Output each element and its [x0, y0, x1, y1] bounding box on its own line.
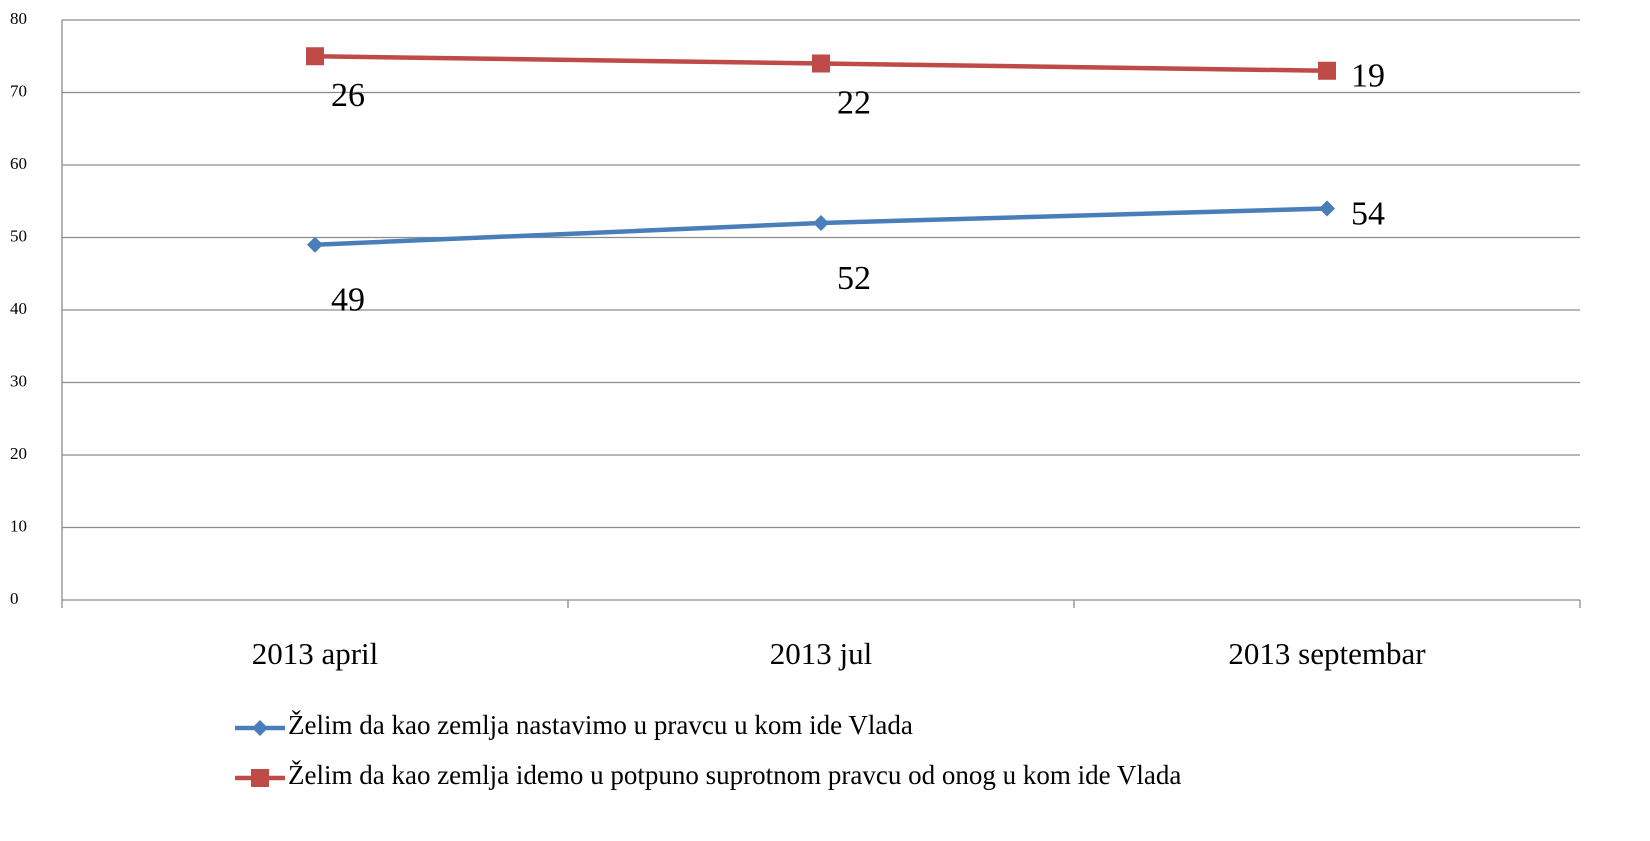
x-tick-label: 2013 septembar: [1228, 636, 1426, 671]
legend-label: Želim da kao zemlja idemo u potpuno supr…: [288, 760, 1181, 790]
y-tick-label: 50: [10, 226, 27, 245]
data-label: 22: [837, 84, 871, 121]
y-tick-label: 20: [10, 444, 27, 463]
data-label: 49: [331, 282, 365, 319]
legend-label: Želim da kao zemlja nastavimo u pravcu u…: [288, 710, 913, 740]
y-tick-label: 30: [10, 371, 27, 390]
data-label: 26: [331, 77, 365, 114]
marker: [813, 215, 829, 231]
data-label: 54: [1351, 195, 1385, 232]
marker: [1319, 200, 1335, 217]
x-tick-label: 2013 april: [252, 636, 379, 671]
y-tick-label: 60: [10, 154, 27, 173]
data-label: 19: [1351, 58, 1385, 95]
y-tick-label: 0: [10, 589, 19, 608]
y-tick-label: 80: [10, 9, 27, 28]
marker: [307, 236, 323, 253]
y-tick-label: 70: [10, 81, 27, 100]
marker: [1318, 61, 1336, 80]
y-tick-label: 10: [10, 516, 27, 535]
marker: [812, 54, 830, 73]
marker: [306, 47, 324, 66]
marker: [251, 769, 269, 787]
marker: [252, 720, 268, 736]
data-label: 52: [837, 260, 871, 297]
y-tick-label: 40: [10, 299, 27, 318]
x-tick-label: 2013 jul: [770, 636, 872, 671]
